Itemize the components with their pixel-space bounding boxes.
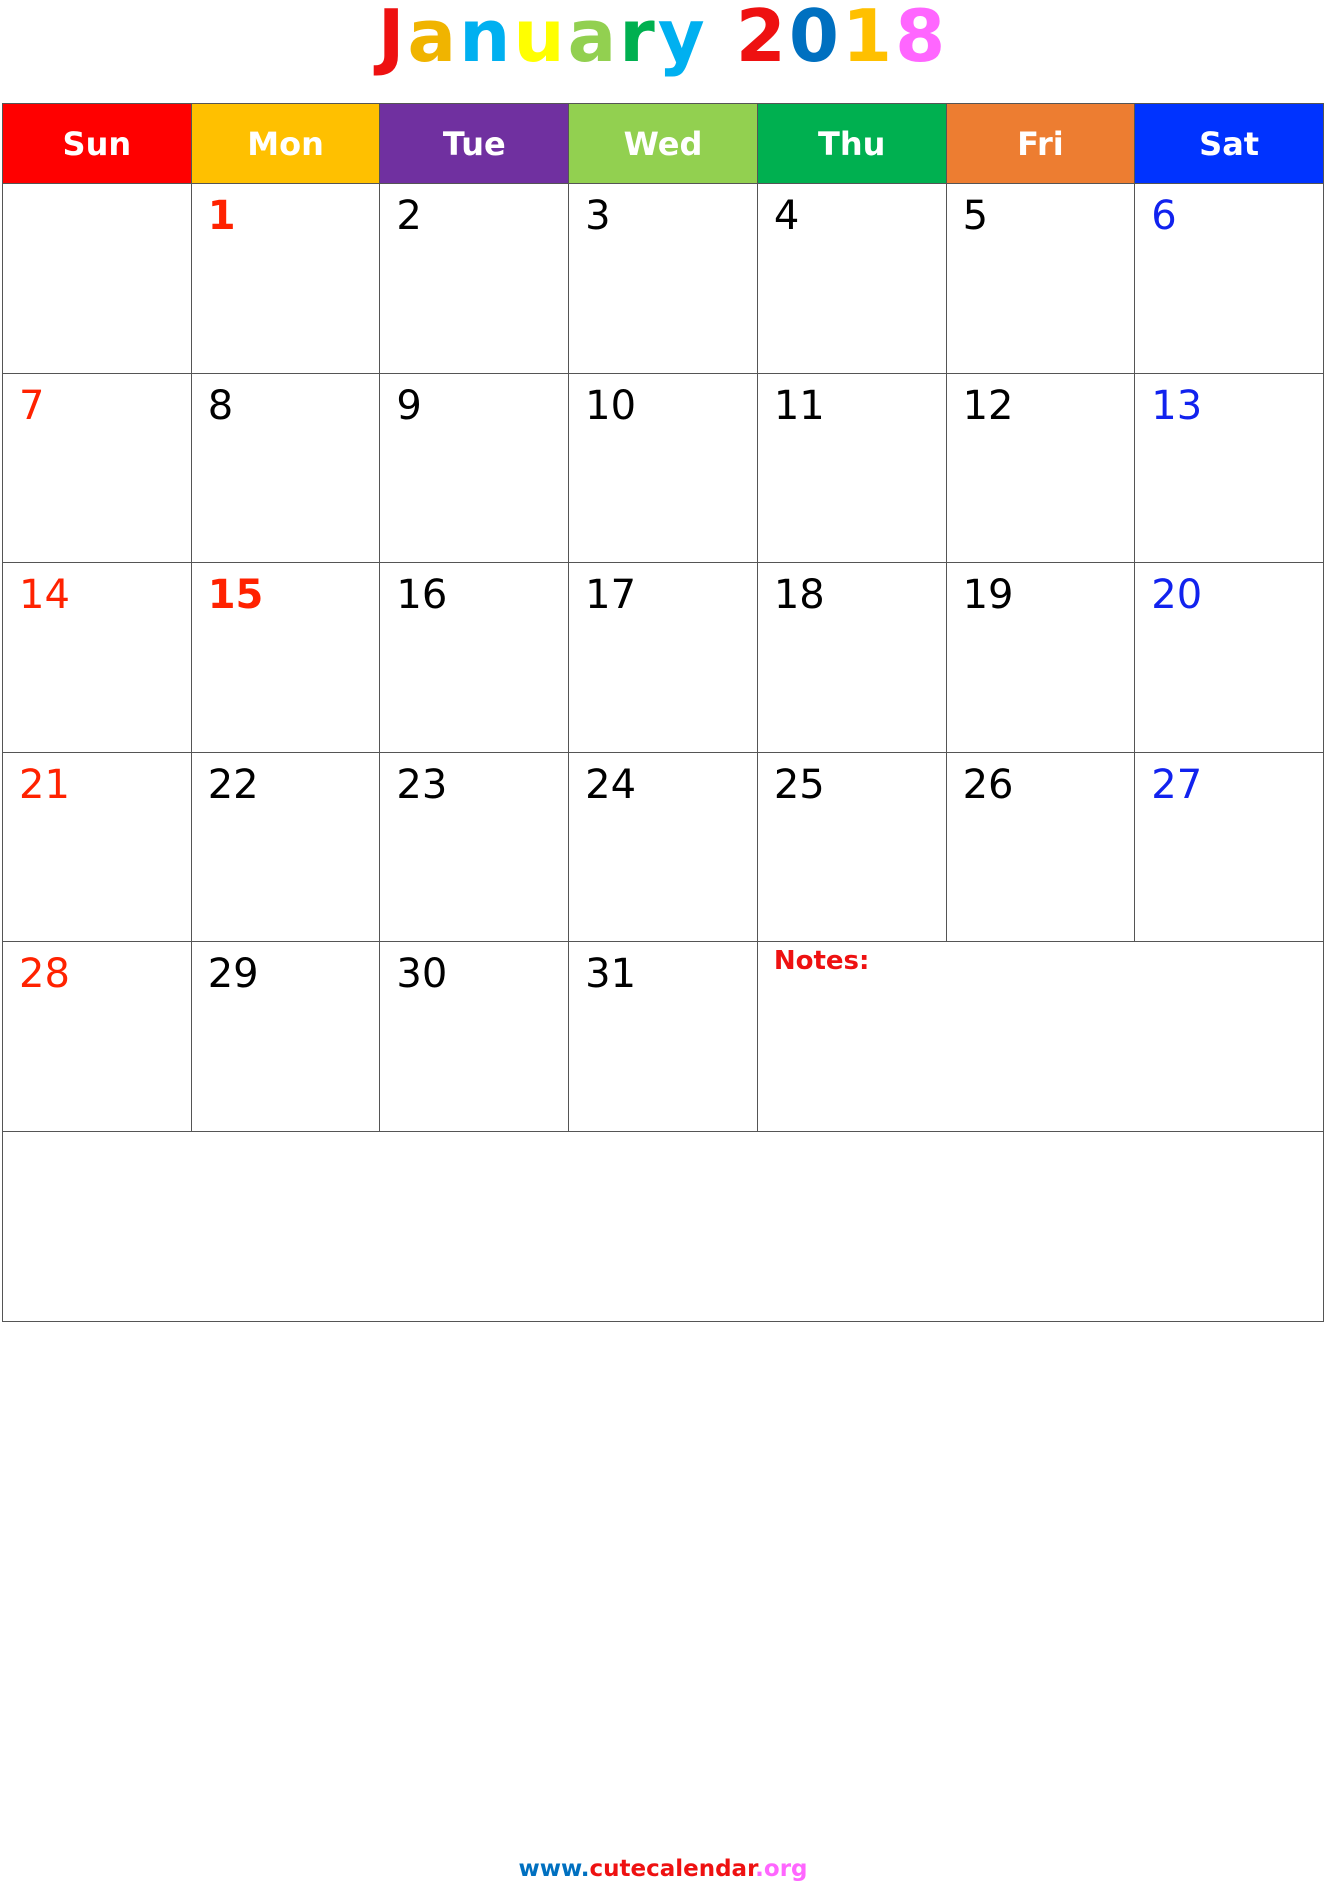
day-number: 2	[396, 193, 422, 239]
day-cell: 30	[379, 941, 570, 1132]
title-letter: a	[407, 0, 460, 78]
day-number: 30	[396, 951, 448, 998]
day-number: 23	[396, 761, 448, 808]
day-cell: 15	[190, 562, 381, 753]
day-number: 20	[1151, 572, 1203, 619]
title-letter: u	[513, 0, 568, 78]
day-cell: 21	[2, 751, 192, 943]
day-cell: 24	[568, 751, 758, 943]
weekday-header: Wed	[568, 103, 758, 184]
day-number: 31	[585, 951, 637, 998]
day-cell: 16	[379, 562, 570, 753]
day-number: 7	[19, 382, 45, 429]
title-letter: 1	[842, 0, 896, 78]
day-cell: 8	[190, 372, 381, 564]
weekday-header: Tue	[379, 103, 570, 184]
day-cell	[2, 183, 192, 374]
day-number: 29	[207, 951, 259, 998]
day-number: 1	[207, 193, 236, 239]
day-number: 12	[962, 382, 1014, 429]
day-number: 19	[962, 572, 1014, 619]
day-cell: 13	[1134, 372, 1324, 564]
day-cell: 10	[568, 372, 758, 564]
day-cell: 31	[568, 941, 758, 1132]
day-cell: 22	[190, 751, 381, 943]
blank-row	[2, 1131, 1324, 1322]
title-letter: 0	[788, 0, 843, 78]
day-number: 18	[773, 572, 825, 619]
title-letter: y	[657, 0, 708, 78]
title: January 2018	[0, 0, 1326, 72]
day-cell: 4	[756, 183, 947, 374]
day-cell: 28	[2, 941, 192, 1132]
day-number: 8	[207, 382, 234, 429]
day-cell: 23	[379, 751, 570, 943]
day-cell: 17	[568, 562, 758, 753]
day-number: 10	[585, 382, 637, 429]
day-cell: 18	[756, 562, 947, 753]
day-number: 26	[962, 761, 1014, 808]
day-number: 5	[962, 193, 989, 239]
weekday-header: Mon	[190, 103, 381, 184]
day-number: 27	[1151, 761, 1203, 808]
day-cell: 20	[1134, 562, 1324, 753]
weekday-header: Thu	[756, 103, 947, 184]
day-cell: 9	[379, 372, 570, 564]
day-cell: 25	[756, 751, 947, 943]
day-number: 3	[585, 193, 611, 239]
weekday-header: Fri	[945, 103, 1136, 184]
day-cell: 1	[190, 183, 381, 374]
title-letter: 2	[735, 0, 789, 78]
day-number: 11	[773, 382, 825, 429]
day-cell: 19	[945, 562, 1136, 753]
day-cell: 12	[945, 372, 1136, 564]
day-number: 22	[207, 761, 259, 808]
day-number: 13	[1151, 382, 1203, 429]
day-cell: 2	[379, 183, 570, 374]
title-letter: r	[619, 0, 658, 78]
day-number: 4	[773, 193, 800, 239]
day-cell: 6	[1134, 183, 1324, 374]
weekday-header: Sat	[1134, 103, 1324, 184]
footer-part: .org	[755, 1856, 808, 1882]
weekday-header: Sun	[2, 103, 192, 184]
day-cell: 29	[190, 941, 381, 1132]
day-number: 9	[396, 382, 422, 429]
day-number: 6	[1151, 193, 1177, 239]
day-cell: 7	[2, 372, 192, 564]
day-number: 28	[19, 951, 70, 998]
title-letter: a	[567, 0, 620, 78]
day-cell: 11	[756, 372, 947, 564]
footer-part: cutecalendar	[589, 1856, 756, 1882]
title-letter	[708, 0, 736, 78]
day-cell: 3	[568, 183, 758, 374]
day-number: 17	[585, 572, 637, 619]
day-cell: 26	[945, 751, 1136, 943]
day-cell: 14	[2, 562, 192, 753]
notes-cell: Notes:	[756, 941, 1324, 1132]
day-number: 14	[19, 572, 70, 619]
title-letter: J	[377, 0, 408, 78]
day-number: 21	[19, 761, 70, 808]
footer: www.cutecalendar.org	[0, 1856, 1326, 1882]
day-number: 24	[585, 761, 637, 808]
day-number: 15	[207, 572, 264, 619]
day-cell: 5	[945, 183, 1136, 374]
day-cell: 27	[1134, 751, 1324, 943]
day-number: 25	[773, 761, 825, 808]
day-number: 16	[396, 572, 448, 619]
footer-part: www.	[518, 1856, 590, 1882]
title-letter: 8	[895, 0, 949, 78]
title-letter: n	[459, 0, 514, 78]
notes-label: Notes:	[773, 946, 870, 977]
